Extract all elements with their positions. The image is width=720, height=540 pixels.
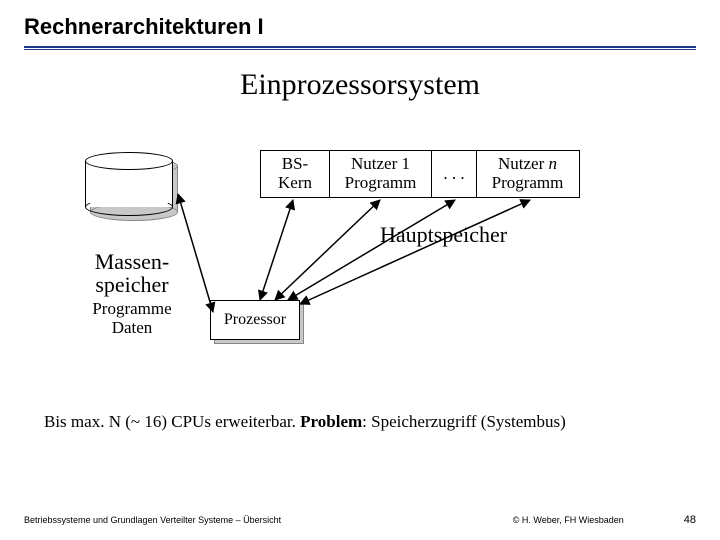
massenspeicher-sublabel: Programme Daten xyxy=(72,300,192,337)
body-text: Bis max. N (~ 16) CPUs erweiterbar. Prob… xyxy=(44,412,700,432)
massenspeicher-label: Massen- speicher xyxy=(62,250,202,296)
n1-line1: Nutzer 1 xyxy=(336,155,426,174)
n1-line2: Programm xyxy=(336,174,426,193)
body-prefix: Bis max. N (~ 16) CPUs erweiterbar. xyxy=(44,412,300,431)
footer-page-number: 48 xyxy=(684,514,696,526)
mem-box-bs-kern: BS- Kern xyxy=(260,150,330,198)
massenspeicher-sub2: Daten xyxy=(112,318,153,337)
massenspeicher-line2: speicher xyxy=(95,272,168,297)
hauptspeicher-label: Hauptspeicher xyxy=(380,222,507,248)
course-title: Rechnerarchitekturen I xyxy=(24,14,696,40)
mem-box-dots: . . . xyxy=(431,150,477,198)
bs-line2: Kern xyxy=(267,174,323,193)
body-bold: Problem xyxy=(300,412,362,431)
slide-title: Einprozessorsystem xyxy=(0,68,720,102)
nn-line2: Programm xyxy=(483,174,573,193)
nn-prefix: Nutzer xyxy=(498,154,549,173)
footer-left: Betriebssysteme und Grundlagen Verteilte… xyxy=(24,515,281,525)
massenspeicher-sub1: Programme xyxy=(92,299,171,318)
storage-cylinder-icon xyxy=(85,152,173,216)
nn-italic: n xyxy=(549,154,558,173)
body-suffix: : Speicherzugriff (Systembus) xyxy=(362,412,566,431)
mem-box-nutzer1: Nutzer 1 Programm xyxy=(329,150,433,198)
slide-footer: Betriebssysteme und Grundlagen Verteilte… xyxy=(24,514,696,526)
header-rule xyxy=(24,46,696,50)
slide-header: Rechnerarchitekturen I xyxy=(0,0,720,50)
dots-text: . . . xyxy=(438,165,470,184)
mem-box-nutzern: Nutzer n Programm xyxy=(476,150,580,198)
diagram-area: Massen- speicher Programme Daten BS- Ker… xyxy=(0,122,720,422)
footer-center: © H. Weber, FH Wiesbaden xyxy=(513,515,624,525)
massenspeicher-line1: Massen- xyxy=(95,249,170,274)
memory-row: BS- Kern Nutzer 1 Programm . . . Nutzer … xyxy=(260,150,580,198)
processor-label: Prozessor xyxy=(210,300,300,340)
bs-line1: BS- xyxy=(267,155,323,174)
nn-line1: Nutzer n xyxy=(483,155,573,174)
